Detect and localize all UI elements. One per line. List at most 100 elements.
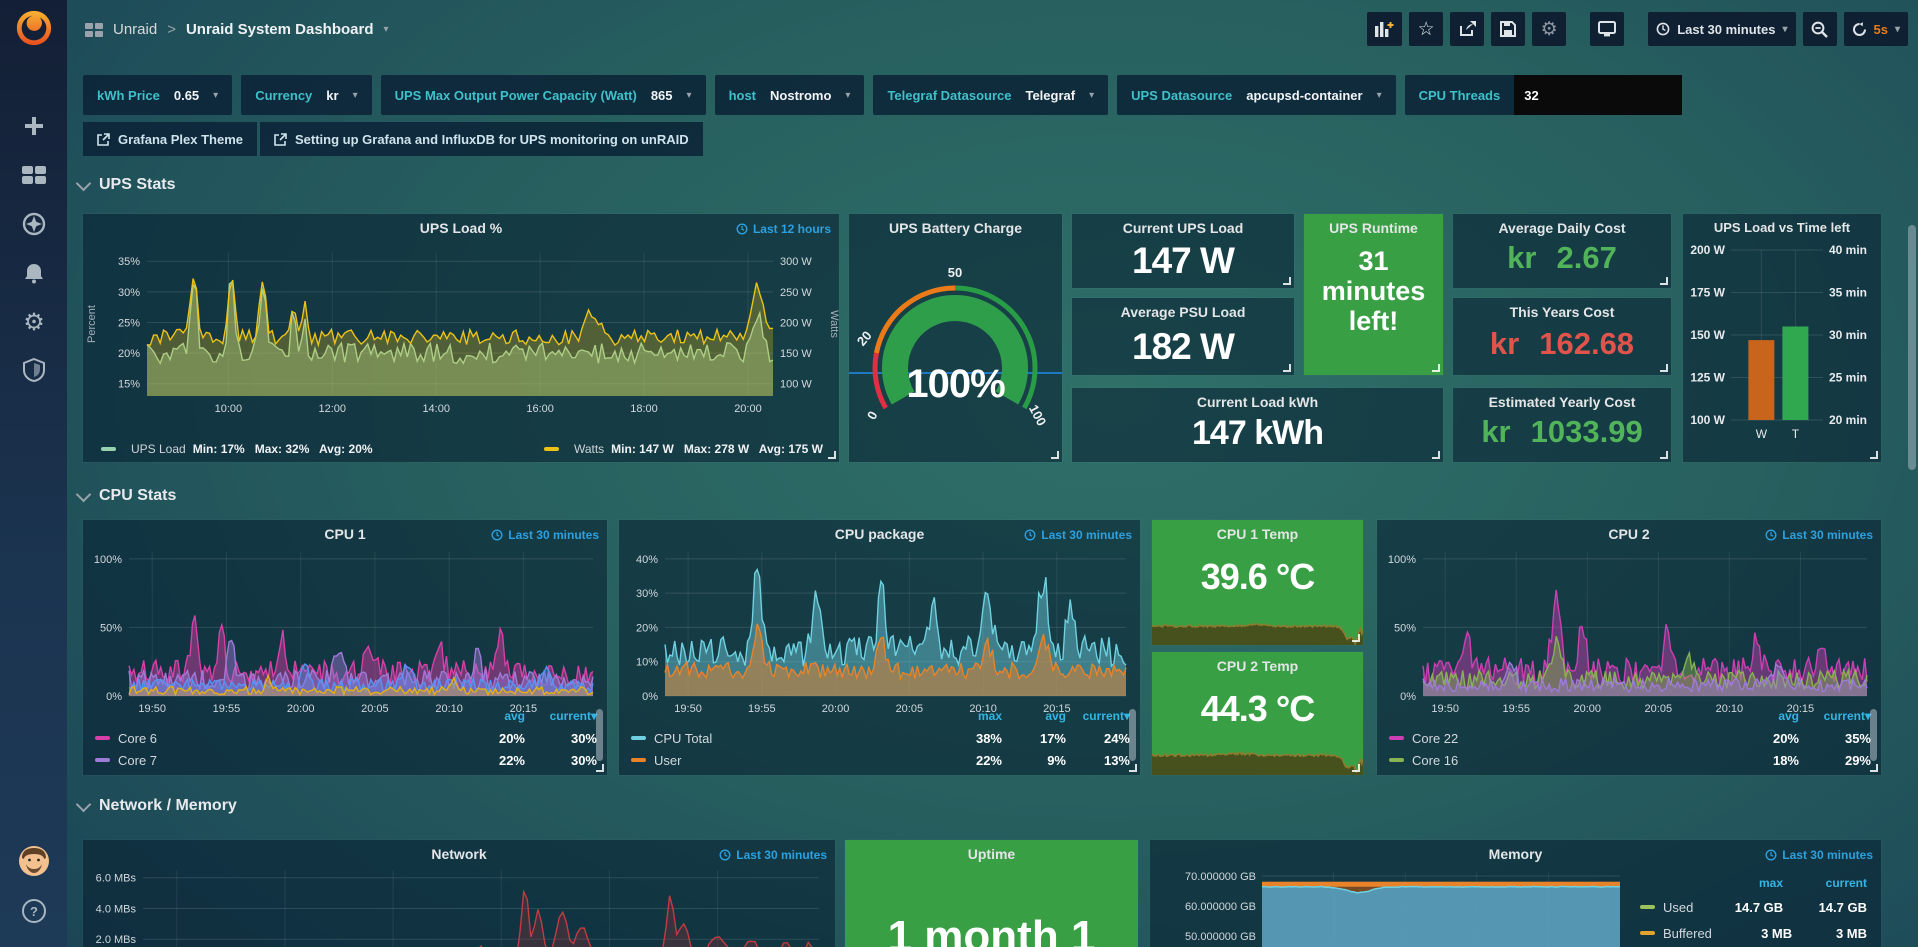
star-button[interactable]: ☆ [1409, 12, 1443, 46]
create-icon[interactable] [18, 110, 50, 142]
help-icon[interactable]: ? [18, 895, 50, 927]
panel-title[interactable]: Uptime [845, 846, 1138, 862]
dashboard-links: Grafana Plex Theme Setting up Grafana an… [83, 122, 703, 156]
external-link-icon [274, 133, 287, 146]
grafana-logo-icon[interactable] [14, 8, 54, 48]
panel-this-years-cost: This Years Cost kr162.68 [1453, 298, 1671, 375]
stat-value: 31 minutes left! [1304, 246, 1443, 337]
cpu1-chart[interactable]: 100%50%0%19:5019:5520:0020:0520:1020:15 [83, 544, 607, 720]
svg-text:10:00: 10:00 [215, 403, 243, 415]
external-link-icon [97, 133, 110, 146]
panel-uptime: Uptime 1 month 1 [845, 840, 1138, 947]
section-ups-stats[interactable]: UPS Stats [78, 176, 175, 194]
load-vs-time-chart[interactable]: 200 W40 min175 W35 min150 W30 min125 W25… [1683, 240, 1881, 452]
svg-text:175 W: 175 W [1690, 286, 1725, 300]
memory-chart[interactable]: 70.000000 GB60.000000 GB50.000000 GB [1150, 864, 1630, 947]
panel-title[interactable]: Current UPS Load [1072, 220, 1294, 236]
section-cpu-stats[interactable]: CPU Stats [78, 487, 176, 505]
svg-text:15%: 15% [118, 379, 140, 391]
user-avatar[interactable] [18, 845, 50, 877]
svg-text:20: 20 [854, 328, 875, 349]
svg-text:W: W [1756, 427, 1768, 441]
panel-cpu1: CPU 1 Last 30 minutes 100%50%0%19:5019:5… [83, 520, 607, 775]
panel-title[interactable]: Estimated Yearly Cost [1453, 394, 1671, 410]
legend-row: Core 1618%29% [1389, 749, 1871, 771]
server-admin-shield-icon[interactable] [18, 354, 50, 386]
svg-text:20 min: 20 min [1829, 413, 1867, 427]
panel-title[interactable]: Average Daily Cost [1453, 220, 1671, 236]
link-grafana-plex-theme[interactable]: Grafana Plex Theme [83, 122, 257, 156]
legend-scrollbar[interactable] [596, 709, 603, 761]
cpu-threads-input[interactable]: 32 [1514, 75, 1682, 115]
svg-text:200 W: 200 W [780, 317, 812, 329]
svg-text:0%: 0% [642, 691, 658, 703]
variable-kwh-price[interactable]: kWh Price0.65▾ [83, 75, 232, 115]
explore-icon[interactable] [18, 208, 50, 240]
legend-label[interactable]: UPS Load [131, 442, 186, 456]
svg-text:100 W: 100 W [780, 379, 812, 391]
add-panel-button[interactable] [1367, 12, 1402, 46]
panel-title[interactable]: UPS Load vs Time left [1683, 220, 1881, 235]
chevron-down-icon: ▾ [1089, 90, 1094, 101]
svg-text:40 min: 40 min [1829, 243, 1867, 257]
svg-text:70.000000 GB: 70.000000 GB [1185, 871, 1256, 883]
variable-host[interactable]: hostNostromo▾ [715, 75, 865, 115]
svg-text:30%: 30% [636, 588, 658, 600]
cpu2-legend: avgcurrent▾ Core 2220%35% Core 1618%29% [1389, 709, 1871, 771]
svg-text:20%: 20% [636, 622, 658, 634]
time-range-label: Last 30 minutes [1677, 22, 1775, 37]
configuration-gear-icon[interactable]: ⚙ [18, 306, 50, 338]
variable-telegraf-datasource[interactable]: Telegraf DatasourceTelegraf▾ [873, 75, 1108, 115]
cpu2-chart[interactable]: 100%50%0%19:5019:5520:0020:0520:1020:15 [1377, 544, 1881, 720]
panel-time-override: Last 30 minutes [1765, 848, 1873, 862]
svg-text:25%: 25% [118, 317, 140, 329]
panel-memory: Memory Last 30 minutes 70.000000 GB60.00… [1150, 840, 1881, 947]
cpu-package-chart[interactable]: 40%30%20%10%0%19:5019:5520:0020:0520:102… [619, 544, 1140, 720]
cycle-view-mode-button[interactable] [1590, 12, 1624, 46]
stat-value: 1 month 1 [845, 912, 1138, 947]
zoom-out-button[interactable] [1803, 12, 1837, 46]
navbar: Unraid > Unraid System Dashboard ▾ ☆ ⚙ [67, 0, 1918, 59]
panel-ups-load: UPS Load % Last 12 hours 35%30%25%20%15%… [83, 214, 839, 462]
svg-text:50%: 50% [1394, 622, 1416, 634]
section-network-memory[interactable]: Network / Memory [78, 797, 237, 815]
panel-title[interactable]: This Years Cost [1453, 304, 1671, 320]
panel-title[interactable]: Average PSU Load [1072, 304, 1294, 320]
stat-value: 182 W [1072, 326, 1294, 368]
stat-value: 44.3 °C [1152, 688, 1363, 730]
settings-gear-icon[interactable]: ⚙ [1532, 12, 1566, 46]
time-range-picker[interactable]: Last 30 minutes ▾ [1648, 12, 1795, 46]
panel-title[interactable]: UPS Runtime [1304, 220, 1443, 236]
svg-text:16:00: 16:00 [526, 403, 554, 415]
save-button[interactable] [1491, 12, 1525, 46]
panel-title[interactable]: CPU 2 Temp [1152, 658, 1363, 674]
legend-label[interactable]: Watts [574, 442, 604, 456]
panel-title[interactable]: CPU 1 Temp [1152, 526, 1363, 542]
svg-text:300 W: 300 W [780, 256, 812, 268]
link-ups-monitoring-guide[interactable]: Setting up Grafana and InfluxDB for UPS … [260, 122, 703, 156]
panel-title[interactable]: UPS Battery Charge [849, 220, 1062, 236]
legend-scrollbar[interactable] [1129, 709, 1136, 761]
ups-load-chart[interactable]: 35%30%25%20%15%300 W250 W200 W150 W100 W… [83, 240, 839, 422]
variable-ups-datasource[interactable]: UPS Datasourceapcupsd-container▾ [1117, 75, 1395, 115]
svg-text:150 W: 150 W [780, 348, 812, 360]
breadcrumb-dashboard[interactable]: Unraid System Dashboard [186, 21, 374, 38]
variable-currency[interactable]: Currencykr▾ [241, 75, 371, 115]
dashboard-grid-icon [85, 23, 103, 37]
panel-title[interactable]: Current Load kWh [1072, 394, 1443, 410]
svg-text:100%: 100% [94, 554, 122, 566]
dashboards-icon[interactable] [18, 159, 50, 191]
memory-legend: maxcurrent Used14.7 GB14.7 GB Buffered3 … [1640, 876, 1867, 946]
page-scrollbar[interactable] [1908, 225, 1916, 470]
legend-scrollbar[interactable] [1870, 709, 1877, 761]
share-button[interactable] [1450, 12, 1484, 46]
breadcrumb-app[interactable]: Unraid [113, 21, 157, 38]
panel-title[interactable]: UPS Load % [83, 220, 839, 236]
variable-ups-max-watt[interactable]: UPS Max Output Power Capacity (Watt)865▾ [381, 75, 706, 115]
network-chart[interactable]: 6.0 MBs4.0 MBs2.0 MBs [83, 866, 835, 947]
refresh-picker[interactable]: 5s ▾ [1844, 12, 1909, 46]
alerting-bell-icon[interactable] [18, 257, 50, 289]
chevron-down-icon[interactable]: ▾ [384, 24, 389, 35]
legend-row: Core 722%30% [95, 749, 597, 771]
panel-time-override: Last 30 minutes [719, 848, 827, 862]
